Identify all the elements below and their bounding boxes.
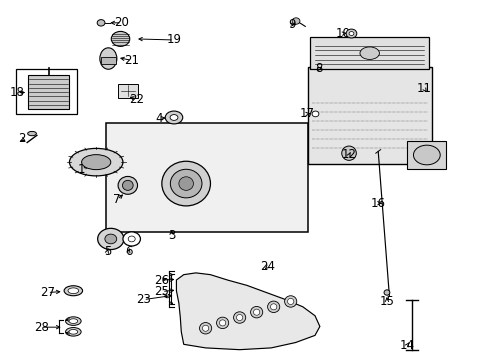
Text: 26: 26	[154, 274, 169, 287]
Ellipse shape	[359, 47, 379, 59]
Bar	[28, 75, 69, 109]
Text: 25: 25	[154, 285, 169, 298]
Ellipse shape	[233, 312, 245, 323]
Bar	[307, 67, 431, 164]
Ellipse shape	[348, 32, 353, 36]
Ellipse shape	[291, 18, 299, 24]
Text: 21: 21	[124, 54, 139, 67]
Ellipse shape	[267, 301, 279, 312]
Ellipse shape	[202, 325, 208, 331]
Ellipse shape	[383, 290, 389, 295]
Ellipse shape	[69, 329, 78, 334]
Ellipse shape	[122, 232, 140, 246]
Text: 22: 22	[129, 93, 144, 106]
Ellipse shape	[97, 19, 105, 26]
Text: 11: 11	[416, 82, 431, 95]
Ellipse shape	[311, 111, 318, 117]
Bar	[16, 69, 77, 114]
Text: 9: 9	[288, 18, 295, 31]
Text: 19: 19	[166, 33, 181, 46]
Text: 17: 17	[299, 107, 314, 120]
Ellipse shape	[162, 161, 210, 206]
Ellipse shape	[68, 288, 79, 294]
Ellipse shape	[250, 306, 262, 318]
Text: 4: 4	[155, 112, 163, 125]
Text: 2: 2	[18, 132, 25, 145]
Text: 8: 8	[315, 62, 322, 75]
Ellipse shape	[104, 234, 117, 244]
Ellipse shape	[216, 317, 228, 329]
Bar	[309, 37, 428, 69]
Bar	[407, 141, 446, 169]
Ellipse shape	[128, 236, 135, 242]
Ellipse shape	[219, 320, 225, 326]
Ellipse shape	[346, 29, 356, 38]
Ellipse shape	[28, 131, 36, 136]
Ellipse shape	[253, 309, 259, 315]
Bar	[118, 84, 137, 98]
Text: 16: 16	[370, 197, 385, 210]
Ellipse shape	[341, 146, 356, 160]
Ellipse shape	[270, 304, 276, 310]
Text: 5: 5	[103, 245, 111, 258]
Ellipse shape	[65, 317, 81, 325]
Text: 10: 10	[335, 27, 350, 40]
Text: 24: 24	[260, 260, 275, 273]
Ellipse shape	[236, 315, 243, 320]
Ellipse shape	[413, 145, 439, 165]
Polygon shape	[176, 273, 319, 350]
Ellipse shape	[100, 48, 117, 69]
Text: 18: 18	[9, 86, 24, 99]
Ellipse shape	[81, 155, 111, 170]
Bar	[101, 58, 116, 64]
Ellipse shape	[98, 228, 123, 249]
Text: 3: 3	[167, 229, 175, 242]
Ellipse shape	[64, 286, 82, 296]
Ellipse shape	[170, 114, 178, 120]
Ellipse shape	[287, 298, 293, 305]
Text: 1: 1	[78, 163, 85, 176]
Ellipse shape	[69, 148, 122, 176]
Text: 15: 15	[379, 295, 394, 308]
Ellipse shape	[165, 111, 183, 124]
Text: 7: 7	[113, 193, 121, 206]
Text: 23: 23	[136, 293, 150, 306]
Ellipse shape	[65, 328, 81, 336]
Bar	[106, 123, 307, 232]
Text: 6: 6	[125, 245, 132, 258]
Ellipse shape	[199, 323, 211, 334]
Ellipse shape	[111, 31, 129, 46]
Ellipse shape	[122, 180, 133, 190]
Ellipse shape	[179, 177, 193, 190]
Ellipse shape	[284, 296, 296, 307]
Text: 12: 12	[341, 148, 356, 162]
Text: 20: 20	[114, 16, 129, 29]
Ellipse shape	[69, 319, 78, 323]
Text: 28: 28	[34, 321, 49, 334]
Ellipse shape	[170, 169, 202, 198]
Text: 27: 27	[40, 286, 55, 299]
Text: 13: 13	[417, 150, 432, 163]
Ellipse shape	[118, 176, 137, 194]
Text: 14: 14	[399, 338, 414, 351]
